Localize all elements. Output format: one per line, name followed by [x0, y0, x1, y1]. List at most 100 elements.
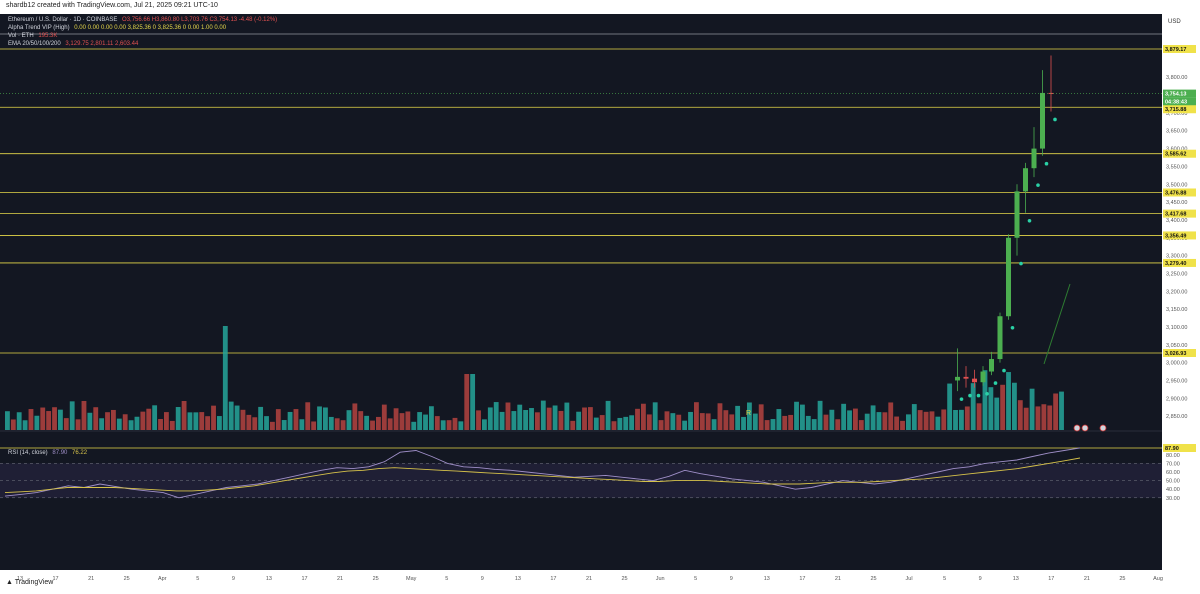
volume-bar	[317, 406, 322, 430]
volume-bar	[1035, 406, 1041, 430]
price-label-box	[1163, 105, 1196, 114]
candle-body	[1023, 168, 1028, 192]
event-flag-icon	[1073, 424, 1081, 432]
rsi-tick: 60.00	[1166, 470, 1180, 476]
volume-bar	[75, 419, 81, 430]
candle-body	[955, 376, 960, 381]
volume-bar	[576, 411, 582, 430]
volume-bar	[623, 416, 629, 430]
volume-bar	[387, 418, 393, 430]
volume-bar	[694, 402, 699, 430]
volume-bar	[770, 419, 776, 430]
volume-bar	[116, 418, 122, 430]
rsi-tick: 80.00	[1166, 453, 1180, 459]
legend-symbol[interactable]: Ethereum / U.S. Dollar · 1D · COINBASE	[8, 17, 118, 23]
volume-bar	[476, 410, 481, 430]
volume-bar	[593, 417, 599, 430]
volume-bar	[511, 411, 517, 430]
volume-bar	[111, 409, 116, 430]
volume-bar	[340, 420, 346, 430]
volume-bar	[970, 383, 976, 430]
legend-volume[interactable]: Vol · ETH	[8, 33, 34, 39]
volume-bar	[122, 414, 128, 430]
price-tick: 3,800.00	[1166, 75, 1187, 81]
legend-alpha-trend-row: Alpha Trend VIP (High) 0.00 0.00 0.00 0.…	[8, 25, 229, 31]
volume-bar	[499, 411, 505, 430]
volume-bar	[299, 419, 305, 430]
volume-bar	[175, 407, 181, 430]
volume-bar	[864, 413, 870, 430]
volume-bar	[558, 410, 564, 430]
volume-bar	[705, 413, 711, 430]
price-label: 3,585.62	[1165, 152, 1186, 158]
price-tick: 2,950.00	[1166, 378, 1187, 384]
alpha-trend-dot	[985, 391, 989, 396]
price-label: 3,279.40	[1165, 261, 1186, 267]
tv-logo-icon: ▲	[6, 579, 13, 586]
legend-rsi[interactable]: RSI (14, close)	[8, 450, 48, 456]
volume-bar	[193, 412, 199, 430]
candle-body	[1006, 237, 1011, 317]
volume-bar	[723, 410, 729, 430]
volume-bar	[699, 413, 705, 430]
volume-bar	[305, 402, 311, 430]
volume-bar	[717, 403, 723, 430]
price-label: 3,754.13	[1165, 92, 1186, 98]
volume-bar	[482, 419, 487, 430]
price-chart-svg[interactable]: USD3,800.003,750.003,700.003,650.003,600…	[0, 14, 1200, 589]
time-tick: 17	[301, 576, 307, 582]
price-label-box	[1163, 188, 1196, 197]
volume-bar	[923, 411, 929, 430]
tradingview-logo[interactable]: ▲ TradingView	[6, 579, 53, 586]
price-label: 3,356.49	[1165, 233, 1186, 239]
rsi-tick: 50.00	[1166, 479, 1180, 485]
volume-bar	[146, 408, 152, 430]
volume-bar	[711, 419, 717, 430]
time-axis-background	[0, 570, 1200, 589]
legend-ema[interactable]: EMA 20/50/100/200	[8, 41, 61, 47]
volume-bar	[900, 420, 905, 430]
volume-bar	[493, 402, 499, 430]
volume-bar	[440, 420, 446, 430]
volume-bar	[906, 414, 911, 430]
volume-bar	[181, 400, 187, 430]
volume-bar	[764, 420, 770, 430]
volume-bar	[805, 415, 811, 430]
price-tick: 3,200.00	[1166, 289, 1187, 295]
volume-bar	[611, 421, 617, 430]
volume-bar	[1053, 393, 1059, 430]
legend-rsi-value: 87.90	[52, 450, 68, 456]
legend-alpha-trend[interactable]: Alpha Trend VIP (High)	[8, 25, 70, 31]
volume-bar	[858, 420, 864, 430]
volume-bar	[134, 416, 140, 430]
legend-volume-row: Vol · ETH 195.3K	[8, 33, 60, 39]
volume-bar	[641, 403, 646, 430]
volume-bar	[152, 405, 158, 430]
volume-bar	[1029, 388, 1035, 430]
alpha-trend-dot	[1010, 326, 1015, 330]
currency-label: USD	[1168, 19, 1181, 25]
time-tick: 5	[196, 576, 199, 582]
alpha-trend-dot	[1002, 368, 1006, 373]
price-label-box	[1163, 149, 1196, 158]
volume-bar	[629, 415, 635, 430]
volume-bar	[63, 418, 69, 430]
chart-canvas[interactable]: USD3,800.003,750.003,700.003,650.003,600…	[0, 14, 1200, 589]
volume-bar	[411, 421, 417, 430]
candle-body	[980, 371, 986, 383]
volume-bar	[817, 400, 823, 430]
volume-bar	[264, 416, 269, 430]
volume-bar	[1041, 404, 1047, 430]
volume-bar	[164, 412, 169, 430]
volume-bar	[352, 403, 358, 430]
volume-bar	[423, 414, 428, 430]
volume-bar	[829, 409, 835, 430]
volume-bar	[811, 419, 817, 430]
time-tick: 5	[943, 576, 946, 582]
volume-bar	[976, 403, 982, 430]
volume-bar	[211, 405, 216, 430]
price-label-box	[1163, 258, 1196, 267]
volume-bar	[758, 404, 764, 430]
volume-bar	[52, 407, 57, 430]
volume-bar	[982, 370, 988, 430]
